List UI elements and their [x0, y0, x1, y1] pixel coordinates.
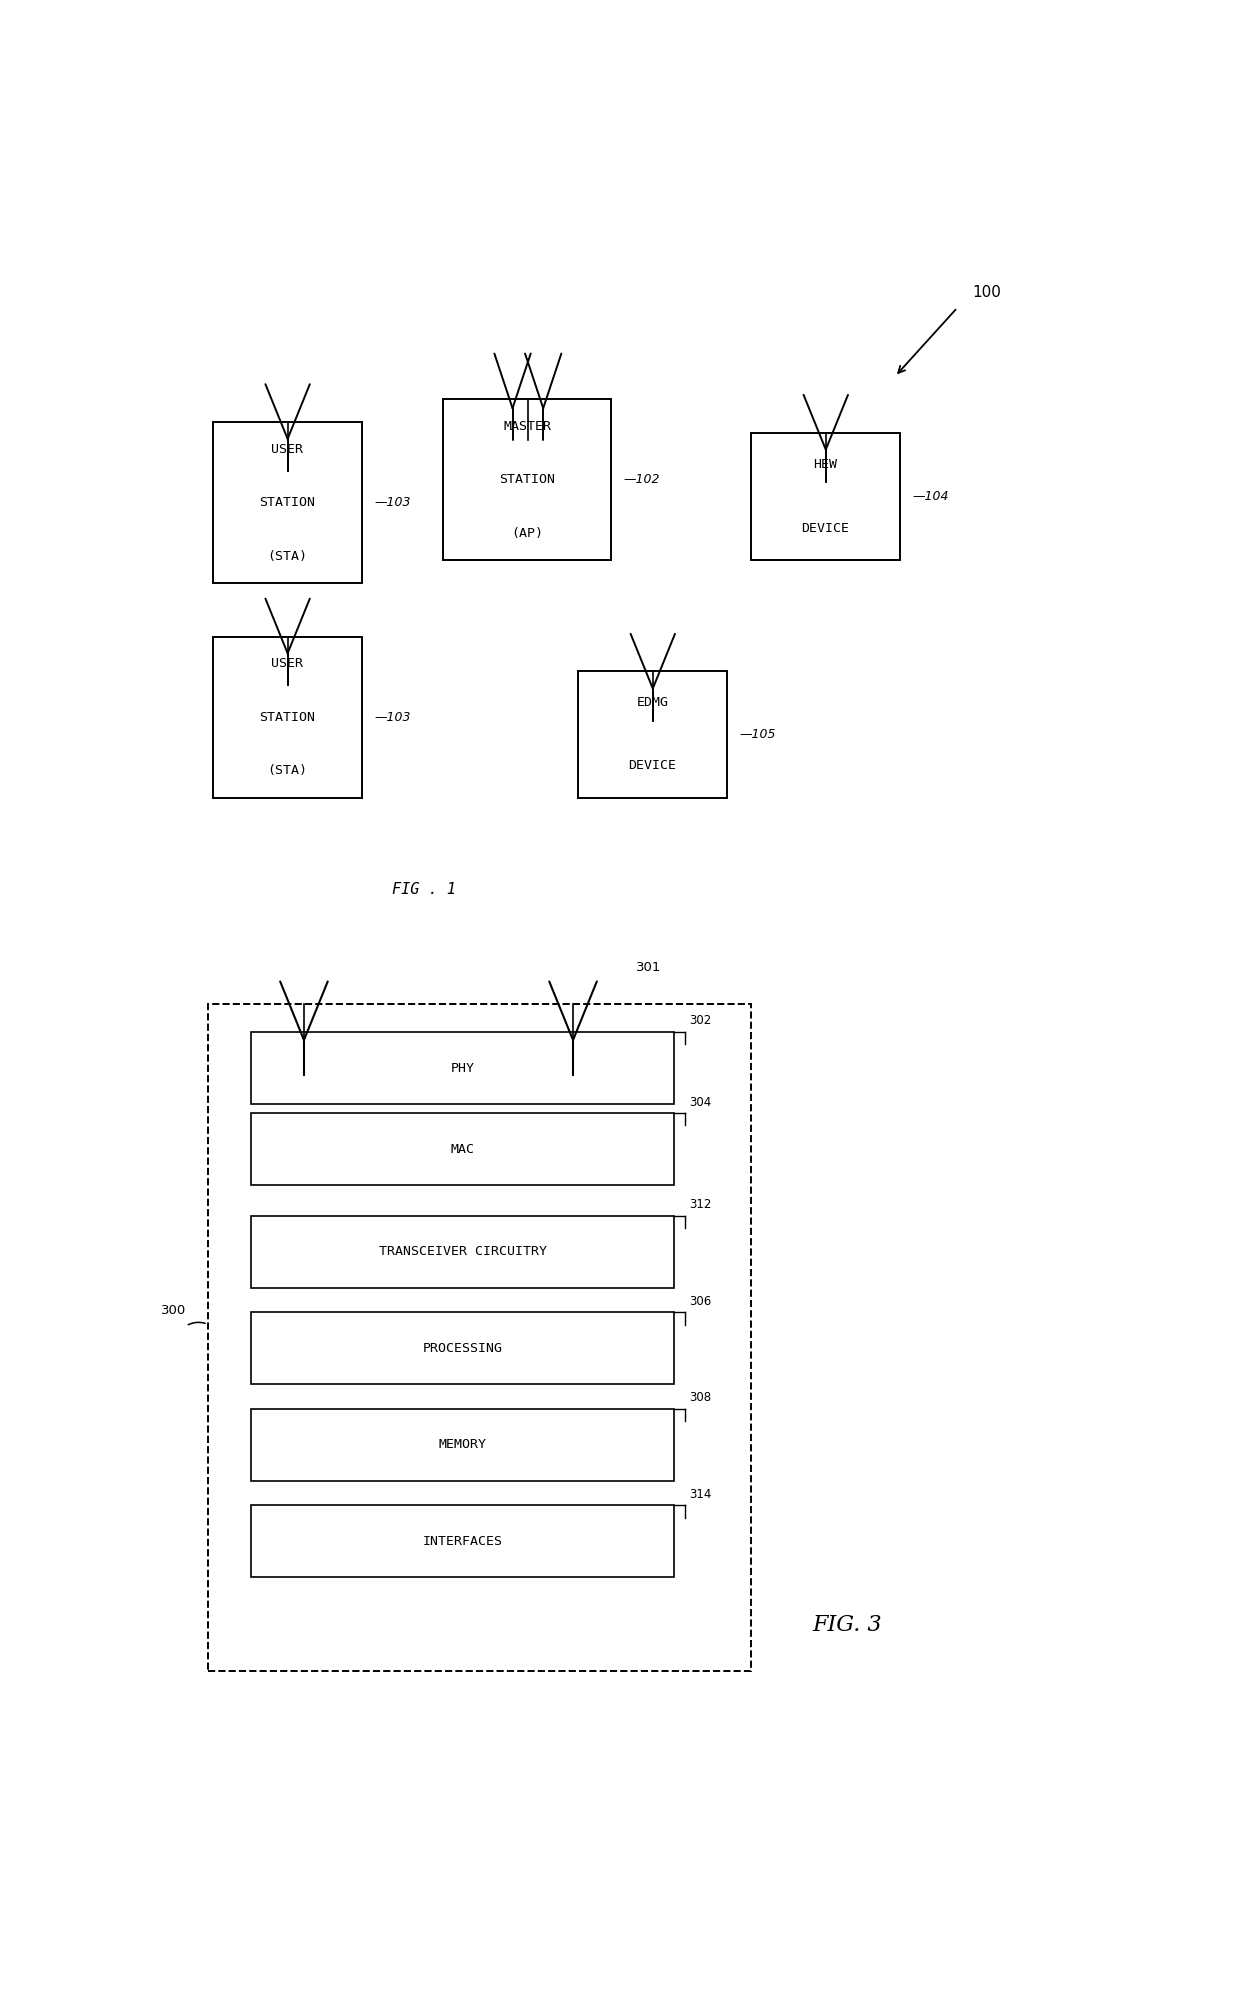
Text: MASTER: MASTER	[503, 420, 552, 434]
Text: 304: 304	[689, 1096, 712, 1108]
Text: PROCESSING: PROCESSING	[423, 1343, 502, 1355]
Text: 301: 301	[635, 961, 661, 975]
Text: —102: —102	[624, 473, 661, 487]
Text: DEVICE: DEVICE	[801, 521, 849, 535]
Text: —105: —105	[739, 728, 776, 740]
Text: STATION: STATION	[500, 473, 556, 487]
Text: EDMG: EDMG	[636, 696, 668, 708]
Text: STATION: STATION	[259, 710, 315, 724]
Text: —103: —103	[374, 710, 410, 724]
Text: 308: 308	[689, 1390, 712, 1404]
Bar	[751, 434, 900, 561]
Text: 302: 302	[689, 1014, 712, 1028]
Text: USER: USER	[272, 656, 303, 670]
Bar	[250, 1032, 675, 1104]
Text: 314: 314	[689, 1488, 712, 1500]
Bar	[250, 1408, 675, 1480]
Text: PHY: PHY	[450, 1062, 475, 1074]
Text: MEMORY: MEMORY	[439, 1438, 486, 1452]
Bar	[250, 1114, 675, 1185]
Text: 312: 312	[689, 1197, 712, 1211]
Bar	[250, 1506, 675, 1577]
Text: (STA): (STA)	[267, 764, 308, 778]
Text: FIG. 3: FIG. 3	[812, 1613, 882, 1635]
Text: MAC: MAC	[450, 1142, 475, 1156]
Text: FIG . 1: FIG . 1	[392, 881, 456, 897]
Text: 306: 306	[689, 1295, 712, 1307]
Text: INTERFACES: INTERFACES	[423, 1536, 502, 1547]
Bar	[444, 400, 611, 561]
Bar	[213, 422, 362, 583]
Bar	[250, 1215, 675, 1287]
Bar	[578, 670, 727, 798]
Text: (STA): (STA)	[267, 551, 308, 563]
Text: TRANSCEIVER CIRCUITRY: TRANSCEIVER CIRCUITRY	[378, 1245, 547, 1259]
Text: —104: —104	[913, 489, 949, 503]
Bar	[213, 636, 362, 798]
Text: —103: —103	[374, 497, 410, 509]
Text: HEW: HEW	[813, 457, 837, 471]
Bar	[250, 1313, 675, 1384]
FancyBboxPatch shape	[208, 1004, 751, 1671]
Text: 300: 300	[160, 1305, 186, 1317]
Text: DEVICE: DEVICE	[629, 760, 676, 772]
Text: STATION: STATION	[259, 497, 315, 509]
Text: 100: 100	[972, 284, 1001, 300]
Text: (AP): (AP)	[511, 527, 543, 539]
Text: USER: USER	[272, 444, 303, 455]
